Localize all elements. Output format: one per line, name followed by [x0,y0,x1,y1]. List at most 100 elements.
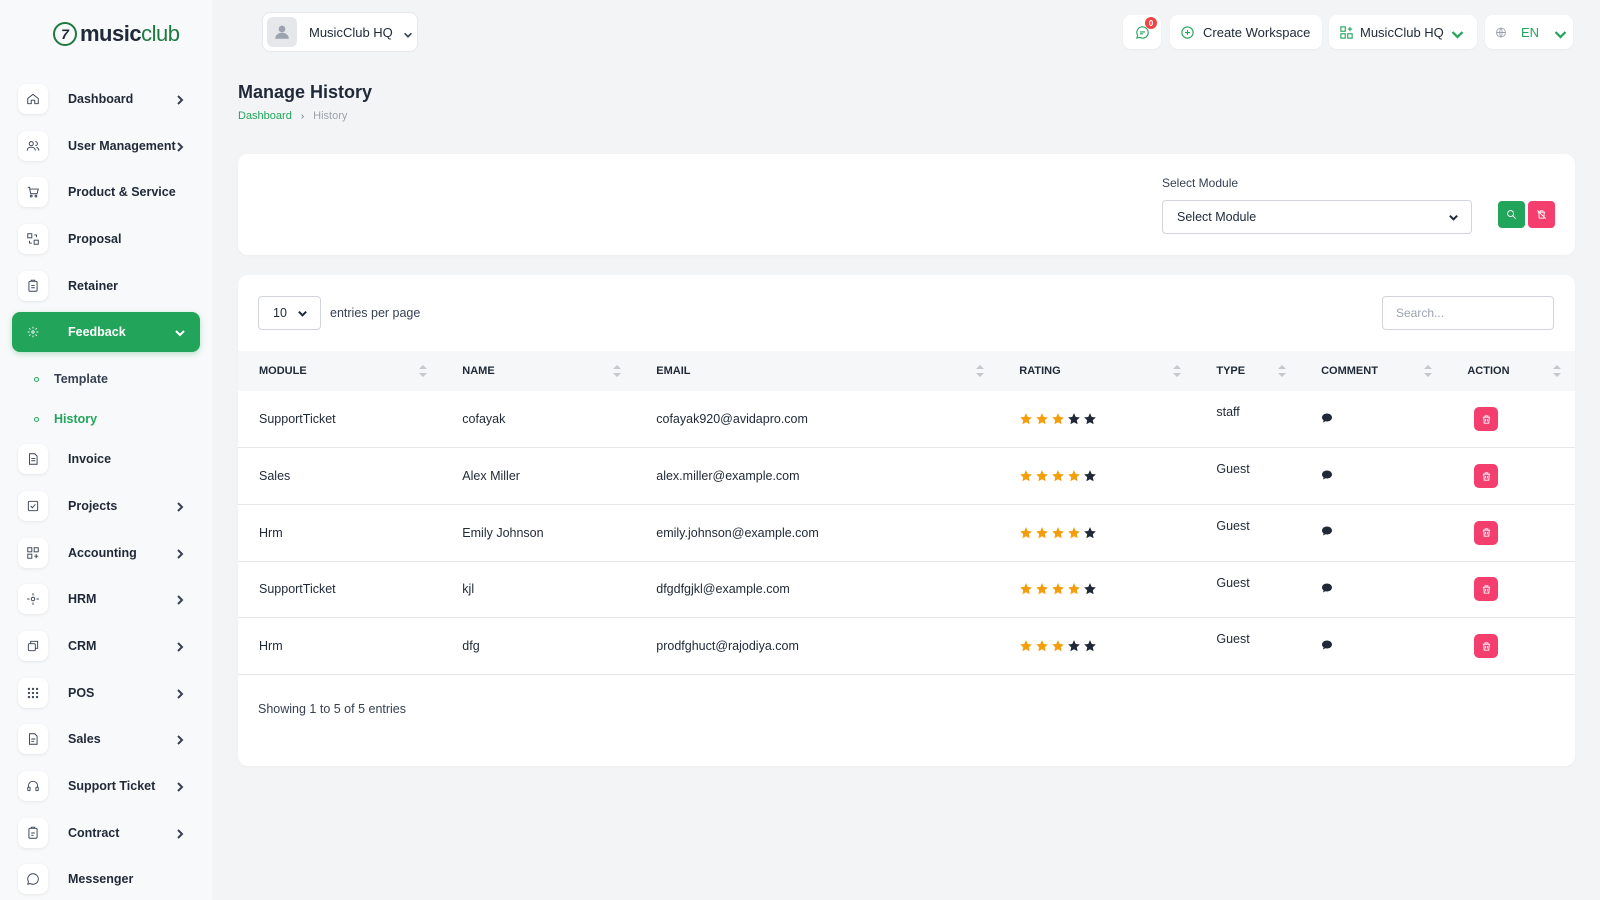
sidebar-item-support-ticket[interactable]: Support Ticket [12,766,200,806]
sidebar-item-feedback[interactable]: Feedback [12,312,200,353]
sidebar-nav: Dashboard User Management Product & Servic… [12,79,200,900]
cell-name: dfg [462,639,480,654]
delete-button[interactable] [1474,407,1499,432]
chevron-right-icon [174,547,186,559]
sidebar-item-retainer[interactable]: Retainer [12,266,200,306]
chevron-right-icon [174,687,186,699]
breadcrumb-current: History [313,110,348,122]
star-empty-icon [1084,526,1097,539]
apps-icon [1340,25,1353,39]
star-empty-icon [1084,413,1097,425]
comment-icon[interactable] [1321,640,1333,654]
sidebar-item-proposal[interactable]: Proposal [12,219,200,259]
chevron-right-icon [174,827,186,839]
comment-icon[interactable] [1321,526,1333,540]
cell-rating [998,504,1195,561]
cell-comment [1300,618,1446,675]
sort-icon [1278,365,1287,377]
workspace-label: MusicClub HQ [309,24,393,40]
logo[interactable]: 7 musicclub [53,21,180,47]
delete-button[interactable] [1474,634,1499,659]
rating-stars [1019,582,1195,596]
breadcrumb-dashboard-link[interactable]: Dashboard [238,110,292,122]
sidebar-item-label: Feedback [68,325,126,340]
sidebar-item-pos[interactable]: POS [12,673,200,713]
star-filled-icon [1052,583,1065,595]
create-workspace-button[interactable]: Create Workspace [1170,15,1322,49]
language-selector[interactable]: EN [1485,15,1573,49]
delete-button[interactable] [1474,520,1499,545]
cell-action [1446,504,1575,561]
sidebar-item-contract[interactable]: Contract [12,813,200,853]
sidebar-item-hrm[interactable]: HRM [12,579,200,619]
delete-button[interactable] [1474,577,1499,602]
comment-icon[interactable] [1321,583,1333,597]
chevron-right-icon [174,733,186,745]
star-filled-icon [1020,413,1033,425]
column-header-rating[interactable]: RATING [998,351,1195,391]
apply-filter-button[interactable] [1498,201,1525,228]
bullet-icon [34,416,39,422]
trash-icon [1482,585,1491,594]
rating-stars [1019,412,1195,426]
cell-email: emily.johnson@example.com [656,525,819,540]
chevron-down-icon [403,27,413,38]
column-header-label: NAME [462,365,495,377]
sidebar-item-label: Dashboard [68,92,134,106]
column-header-type[interactable]: TYPE [1195,351,1300,391]
star-filled-icon [1052,640,1065,652]
comment-icon[interactable] [1321,413,1333,427]
workspace-switch-button[interactable]: MusicClub HQ [1329,15,1477,49]
column-header-comment[interactable]: COMMENT [1300,351,1446,391]
cell-action [1446,561,1575,618]
reset-filter-button[interactable] [1528,201,1555,228]
table-row: SupportTicket cofayak cofayak920@avidapro.… [238,391,1575,448]
messages-button[interactable]: 0 [1123,15,1161,49]
sidebar-subitem-template[interactable]: Template [12,359,200,399]
sidebar-item-label: Accounting [68,545,137,560]
comment-icon[interactable] [1321,470,1333,484]
star-filled-icon [1020,470,1033,482]
history-table-card: 10 entries per page MODULE NAME EMAIL RATIN… [238,275,1575,766]
table-search-input[interactable] [1382,296,1554,330]
column-header-module[interactable]: MODULE [238,351,441,391]
sidebar-item-crm[interactable]: CRM [12,626,200,666]
star-filled-icon [1036,640,1049,652]
column-header-label: TYPE [1216,365,1246,377]
chevron-right-icon [174,140,186,152]
create-workspace-label: Create Workspace [1203,24,1311,40]
user-avatar-icon [275,25,289,39]
sidebar-item-messenger[interactable]: Messenger [12,859,200,899]
delete-button[interactable] [1474,464,1499,489]
contract-icon [18,817,48,848]
projects-icon [18,490,48,521]
language-label: EN [1520,24,1539,40]
sidebar-item-sales[interactable]: Sales [12,719,200,759]
column-header-name[interactable]: NAME [441,351,635,391]
sidebar-item-label: Contract [68,825,120,840]
cell-comment [1300,448,1446,505]
cell-type: Guest [1216,518,1250,533]
table-body: SupportTicket cofayak cofayak920@avidapro.… [238,391,1575,675]
breadcrumb-separator-icon: › [300,110,305,122]
sidebar-item-invoice[interactable]: Invoice [12,439,200,479]
sidebar-item-product-service[interactable]: Product & Service [12,172,200,212]
sidebar-item-projects[interactable]: Projects [12,486,200,526]
table-row: Sales Alex Miller alex.miller@example.com G… [238,448,1575,505]
sidebar-item-dashboard[interactable]: Dashboard [12,79,200,119]
sort-icon [1553,365,1561,377]
sidebar-subitem-history[interactable]: History [12,399,200,439]
cell-name: Alex Miller [462,469,520,484]
chevron-down-icon [1448,212,1459,226]
workspace-selector[interactable]: MusicClub HQ [262,12,418,52]
cell-email: prodfghuct@rajodiya.com [656,639,799,654]
sidebar-item-accounting[interactable]: Accounting [12,533,200,573]
module-select[interactable]: Select Module [1162,200,1472,234]
sidebar-item-label: Product & Service [68,185,176,200]
sidebar-item-label: CRM [68,638,97,653]
sidebar-item-user-management[interactable]: User Management [12,126,200,166]
proposal-icon [18,224,48,255]
column-header-action[interactable]: ACTION [1446,351,1575,391]
entries-per-page-select[interactable]: 10 [258,296,321,330]
column-header-email[interactable]: EMAIL [635,351,998,391]
